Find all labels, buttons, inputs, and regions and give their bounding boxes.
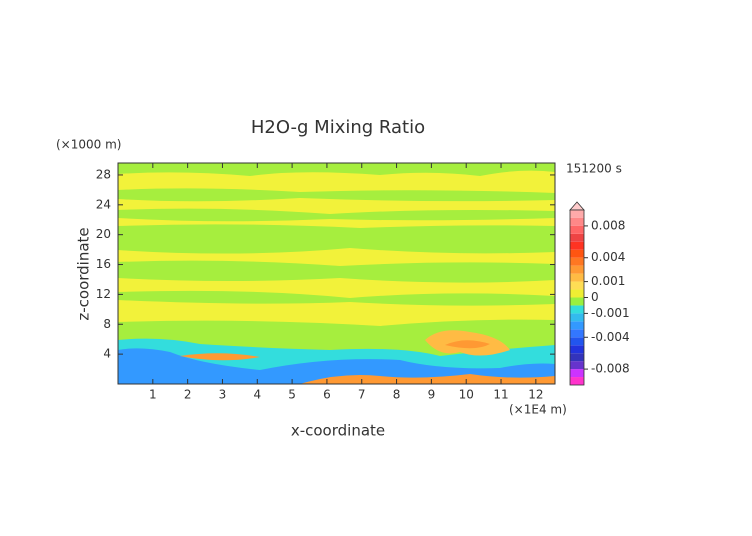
blue-region [118,348,555,384]
y-tick-label: 20 [96,227,111,241]
band [118,260,555,283]
colorbar-segment [570,273,584,282]
colorbar-tick-label: 0.008 [591,218,625,232]
time-label: 151200 s [566,162,622,176]
colorbar-segment [570,353,584,362]
y-tick-label: 8 [103,317,111,331]
colorbar-tick-label: 0 [591,290,599,304]
colorbar-segment [570,225,584,234]
orange-region [445,340,490,349]
orange-region [300,374,555,384]
colorbar-segment [570,329,584,338]
x-tick-label: 4 [253,388,261,402]
colorbar-segment [570,321,584,330]
band [118,224,555,254]
colorbar-segment [570,241,584,250]
x-tick-label: 8 [393,388,401,402]
colorbar-segment [570,337,584,346]
colorbar-tick-label: -0.008 [591,362,630,376]
x-unit: (×1E4 m) [509,403,567,417]
x-tick-label: 1 [149,388,157,402]
y-tick-label: 4 [103,347,111,361]
y-tick-label: 16 [96,257,111,271]
chart-title: H2O-g Mixing Ratio [251,117,425,138]
colorbar-segment [570,281,584,290]
y-tick-label: 12 [96,287,111,301]
colorbar-segment [570,305,584,314]
colorbar-segment [570,257,584,266]
x-axis-title: x-coordinate [291,422,385,440]
y-axis-title: z-coordinate [75,227,93,320]
colorbar-tick-label: -0.001 [591,306,630,320]
contour-field [118,163,555,384]
colorbar-segment [570,217,584,226]
plot-frame [117,162,556,385]
colorbar-segment [570,313,584,322]
y-unit: (×1000 m) [56,138,121,152]
x-tick-label: 6 [323,388,331,402]
x-tick-label: 7 [358,388,366,402]
colorbar-segment [570,210,584,218]
orange-region [180,353,260,361]
y-tick-label: 24 [96,197,111,211]
colorbar-segment [570,297,584,306]
x-tick-label: 11 [493,388,508,402]
colorbar-segment [570,345,584,354]
band [118,188,555,202]
colorbar-segment [570,377,584,385]
colorbar-segment [570,369,584,378]
x-tick-label: 3 [219,388,227,402]
x-tick-label: 10 [459,388,474,402]
colorbar-segment [570,249,584,258]
x-tick-label: 12 [528,388,543,402]
colorbar-segment [570,233,584,242]
x-tick-label: 2 [184,388,192,402]
x-tick-label: 9 [428,388,436,402]
band [118,208,555,222]
colorbar-segment [570,289,584,298]
x-tick-label: 5 [288,388,296,402]
band [118,163,555,176]
colorbar-segment [570,361,584,370]
colorbar-tick-label: 0.001 [591,274,625,288]
y-tick-label: 28 [96,167,111,181]
colorbar-segment [570,265,584,274]
colorbar-tick-label: -0.004 [591,330,630,344]
colorbar-tick-label: 0.004 [591,250,625,264]
colorbar-extend [569,201,585,211]
band [118,290,555,306]
